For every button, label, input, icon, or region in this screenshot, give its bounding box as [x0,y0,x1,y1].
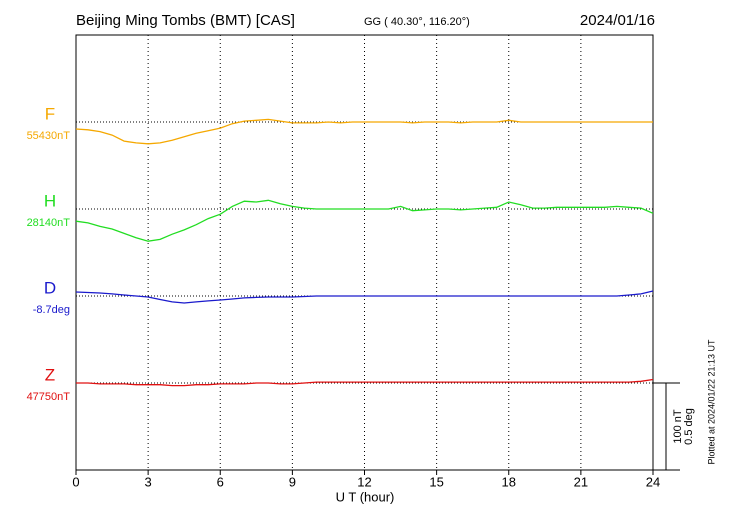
footnote: Plotted at 2024/01/22 21:13 UT [706,339,716,465]
chart-date: 2024/01/16 [580,12,655,29]
chart-title: Beijing Ming Tombs (BMT) [CAS] [76,12,295,29]
plot-frame [75,34,654,471]
x-tick-label: 18 [502,474,516,489]
x-tick-label: 21 [574,474,588,489]
series-baseline: 28140nT [27,217,71,229]
x-tick-label: 24 [646,474,660,489]
series-name: H [44,191,56,210]
x-tick-label: 12 [357,474,371,489]
series-name: Z [45,365,55,384]
series-baseline: 47750nT [27,391,71,403]
scale-label: 0.5 deg [683,408,695,445]
series-name: F [45,104,55,123]
x-tick-label: 9 [289,474,296,489]
series-name: D [44,278,56,297]
x-axis-label: U T (hour) [336,489,395,504]
series-line [75,199,654,242]
series-line [75,290,654,304]
x-tick-label: 15 [429,474,443,489]
scale-label: 100 nT [672,409,684,444]
x-tick-label: 6 [217,474,224,489]
series-baseline: -8.7deg [33,304,70,316]
series-line [75,118,653,145]
x-tick-label: 0 [72,474,79,489]
chart-subtitle: GG ( 40.30°, 116.20°) [364,16,470,28]
x-tick-label: 3 [145,474,152,489]
series-baseline: 55430nT [27,130,71,142]
series-line [76,378,654,387]
